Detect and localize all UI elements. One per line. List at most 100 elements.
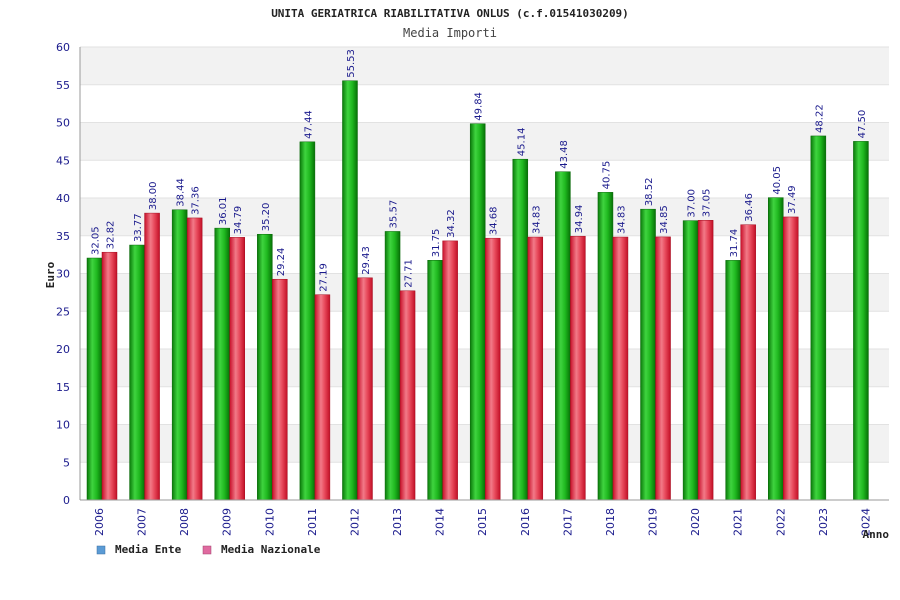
bar-media-nazionale-2019 xyxy=(655,236,671,501)
plot-band xyxy=(80,84,889,123)
value-label: 37.49 xyxy=(787,185,798,214)
value-label: 34.32 xyxy=(446,209,457,238)
value-label: 27.71 xyxy=(404,259,415,288)
value-label: 31.74 xyxy=(729,229,740,258)
bar-media-ente-2022 xyxy=(768,197,784,501)
x-tick-label: 2006 xyxy=(93,508,106,536)
legend-swatch-media-nazionale xyxy=(202,545,212,555)
bar-media-ente-2007 xyxy=(129,244,145,501)
x-tick-label: 2014 xyxy=(434,508,447,536)
bar-media-nazionale-2006 xyxy=(101,251,118,501)
bar-media-nazionale-2022 xyxy=(783,216,799,501)
value-label: 35.57 xyxy=(389,200,400,229)
bar-media-nazionale-2014 xyxy=(442,240,458,501)
value-label: 29.24 xyxy=(276,248,287,277)
bar-media-ente-2010 xyxy=(257,233,273,501)
value-label: 40.75 xyxy=(601,161,612,190)
value-label: 31.75 xyxy=(431,229,442,258)
value-label: 34.79 xyxy=(233,206,244,235)
y-tick-label: 45 xyxy=(56,154,70,167)
x-tick-label: 2008 xyxy=(178,508,191,536)
value-label: 48.22 xyxy=(814,104,825,133)
bar-media-nazionale-2017 xyxy=(570,235,586,501)
value-label: 32.05 xyxy=(91,226,102,255)
legend-label-media-nazionale: Media Nazionale xyxy=(221,543,321,556)
bar-media-nazionale-2020 xyxy=(697,220,714,501)
value-label: 47.50 xyxy=(857,110,868,139)
legend-label-media-ente: Media Ente xyxy=(115,543,182,556)
bar-media-ente-2024 xyxy=(853,141,869,501)
bar-media-ente-2006 xyxy=(86,257,103,501)
bar-media-nazionale-2010 xyxy=(272,278,288,501)
x-tick-label: 2018 xyxy=(604,508,617,536)
x-tick-label: 2020 xyxy=(689,508,702,536)
y-tick-label: 5 xyxy=(63,456,70,469)
bar-media-ente-2021 xyxy=(725,260,741,501)
value-label: 38.44 xyxy=(176,178,187,207)
bar-media-ente-2020 xyxy=(682,220,699,501)
value-label: 36.01 xyxy=(218,196,229,225)
x-tick-label: 2010 xyxy=(263,508,276,536)
y-axis-ticks: 0 5 10 15 20 25 30 35 40 45 50 55 60 xyxy=(56,41,70,507)
value-label: 40.05 xyxy=(772,166,783,195)
x-axis-label: Anno xyxy=(863,528,890,541)
x-tick-label: 2022 xyxy=(774,508,787,536)
value-label: 29.43 xyxy=(361,246,372,275)
y-axis-label: Euro xyxy=(44,261,57,288)
y-tick-label: 15 xyxy=(56,381,70,394)
bar-media-ente-2019 xyxy=(640,208,656,501)
bar-media-ente-2014 xyxy=(427,260,443,501)
value-label: 37.36 xyxy=(191,186,202,215)
value-label: 35.20 xyxy=(261,203,272,232)
value-label: 34.83 xyxy=(531,205,542,234)
value-label: 55.53 xyxy=(346,49,357,78)
value-label: 34.83 xyxy=(616,205,627,234)
plot-band xyxy=(80,47,889,85)
value-label: 33.77 xyxy=(133,213,144,242)
bar-media-ente-2023 xyxy=(810,135,827,501)
y-tick-label: 10 xyxy=(56,419,70,432)
value-label: 38.00 xyxy=(148,181,159,210)
x-tick-label: 2013 xyxy=(391,508,404,536)
value-label: 32.82 xyxy=(106,221,117,250)
bar-media-ente-2018 xyxy=(597,192,614,501)
y-tick-label: 30 xyxy=(56,268,70,281)
bar-media-ente-2009 xyxy=(214,227,230,501)
x-tick-label: 2019 xyxy=(647,508,660,536)
bar-media-ente-2017 xyxy=(555,171,571,501)
y-tick-label: 25 xyxy=(56,305,70,318)
chart-subtitle: Media Importi xyxy=(403,26,497,40)
bar-media-ente-2008 xyxy=(171,209,188,501)
y-tick-label: 40 xyxy=(56,192,70,205)
bar-media-ente-2015 xyxy=(469,123,486,501)
y-tick-label: 50 xyxy=(56,117,70,130)
y-tick-label: 35 xyxy=(56,230,70,243)
x-tick-label: 2011 xyxy=(306,508,319,536)
chart-title: UNITA GERIATRICA RIABILITATIVA ONLUS (c.… xyxy=(271,7,629,20)
legend-swatch-media-ente xyxy=(96,545,106,555)
bar-media-nazionale-2021 xyxy=(740,224,756,501)
value-label: 34.94 xyxy=(574,205,585,234)
x-tick-label: 2007 xyxy=(136,508,149,536)
value-label: 38.52 xyxy=(644,178,655,207)
value-label: 27.19 xyxy=(318,263,329,292)
bar-media-nazionale-2007 xyxy=(144,212,160,501)
bar-media-nazionale-2018 xyxy=(612,236,629,501)
value-label: 34.85 xyxy=(659,205,670,234)
x-tick-label: 2009 xyxy=(221,508,234,536)
y-tick-label: 60 xyxy=(56,41,70,54)
bar-media-ente-2013 xyxy=(384,231,401,501)
value-label: 45.14 xyxy=(516,128,527,157)
legend: Media Ente Media Nazionale xyxy=(96,543,321,556)
bar-media-nazionale-2015 xyxy=(484,237,501,501)
bar-media-nazionale-2008 xyxy=(186,217,203,501)
y-tick-label: 20 xyxy=(56,343,70,356)
x-tick-label: 2016 xyxy=(519,508,532,536)
x-tick-label: 2024 xyxy=(859,508,872,536)
x-axis-ticks: 2006 2007 2008 2009 2010 2011 2012 2013 2014 2015… xyxy=(93,508,872,536)
y-tick-label: 55 xyxy=(56,79,70,92)
value-label: 36.46 xyxy=(744,193,755,222)
x-tick-label: 2023 xyxy=(817,508,830,536)
